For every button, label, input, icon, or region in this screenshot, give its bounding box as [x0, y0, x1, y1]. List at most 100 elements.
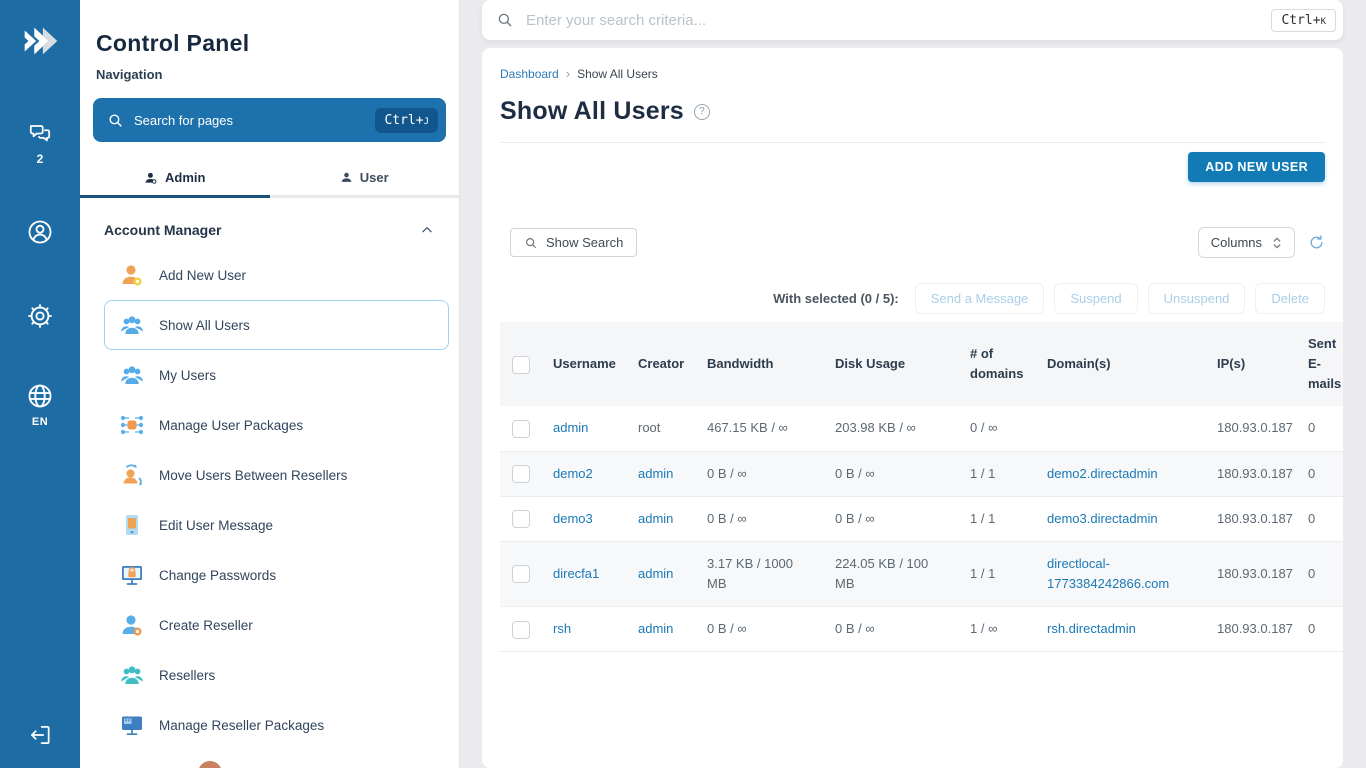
app-logo[interactable]	[17, 12, 63, 70]
columns-select[interactable]: Columns	[1197, 227, 1295, 258]
suspend-button[interactable]: Suspend	[1054, 283, 1138, 314]
domain-link[interactable]: demo2.directadmin	[1047, 465, 1158, 481]
tab-admin[interactable]: Admin	[80, 162, 270, 198]
domain-link[interactable]: demo3.directadmin	[1047, 510, 1158, 526]
section-account-manager[interactable]: Account Manager	[104, 222, 435, 238]
directadmin-logo-icon	[24, 27, 58, 55]
username-link[interactable]: admin	[553, 420, 589, 436]
select-all-checkbox[interactable]	[512, 355, 530, 374]
language-button[interactable]: EN	[26, 382, 54, 428]
nav-item-change-passwords[interactable]: Change Passwords	[104, 550, 449, 600]
next-nav-item-partial-icon	[198, 761, 222, 768]
domain-link[interactable]: directlocal-1773384242866.com	[1047, 555, 1170, 591]
col-domains: Domain(s)	[1035, 322, 1205, 407]
tab-admin-label: Admin	[165, 170, 206, 185]
panel-title: Control Panel	[96, 30, 250, 56]
nav-item-move-users-between-resellers[interactable]: Move Users Between Resellers	[104, 450, 449, 500]
col-disk-usage: Disk Usage	[823, 322, 958, 407]
col-creator: Creator	[626, 322, 695, 407]
disk-usage-cell: 203.98 KB / ∞	[823, 406, 958, 452]
show-search-button[interactable]: Show Search	[510, 228, 638, 257]
disk-usage-cell: 224.05 KB / 100 MB	[823, 541, 958, 608]
num-domains-cell: 1 / 1	[958, 496, 1035, 542]
col-username: Username	[541, 322, 626, 407]
tab-user-label: User	[359, 170, 389, 185]
creator-cell: root	[626, 406, 695, 452]
users-group-icon	[121, 316, 143, 334]
breadcrumb-separator-icon: ›	[565, 66, 571, 81]
panel-subtitle: Navigation	[96, 67, 163, 82]
domain-link[interactable]: rsh.directadmin	[1047, 621, 1136, 637]
nav-item-resellers[interactable]: Resellers	[104, 650, 449, 700]
add-new-user-button[interactable]: ADD NEW USER	[1188, 152, 1325, 182]
nav-item-manage-reseller-packages[interactable]: Manage Reseller Packages	[104, 700, 449, 750]
tab-user[interactable]: User	[269, 162, 459, 198]
messages-button[interactable]: 2	[27, 120, 53, 166]
bandwidth-cell: 0 B / ∞	[695, 496, 823, 542]
nav-item-label: Show All Users	[159, 317, 250, 333]
table-header-row: Username Creator Bandwidth Disk Usage # …	[500, 322, 1343, 407]
sent-emails-cell: 0	[1296, 451, 1343, 497]
bandwidth-cell: 0 B / ∞	[695, 606, 823, 653]
search-icon	[498, 13, 512, 27]
nav-item-label: Manage Reseller Packages	[159, 717, 325, 733]
help-icon[interactable]: ?	[693, 103, 710, 120]
password-lock-icon	[122, 566, 142, 585]
bandwidth-cell: 0 B / ∞	[695, 451, 823, 497]
creator-link[interactable]: admin	[638, 621, 674, 637]
refresh-button[interactable]	[1308, 234, 1325, 251]
col-sent-emails: Sent E-mails	[1296, 322, 1343, 407]
username-link[interactable]: rsh	[553, 621, 572, 637]
nav-item-edit-user-message[interactable]: Edit User Message	[104, 500, 449, 550]
nav-item-label: Manage User Packages	[159, 417, 304, 433]
nav-item-my-users[interactable]: My Users	[104, 350, 449, 400]
row-checkbox[interactable]	[512, 510, 530, 529]
breadcrumb-dashboard-link[interactable]: Dashboard	[500, 66, 559, 81]
users-group-icon	[121, 366, 143, 384]
sidebar-search[interactable]: Ctrl+J	[93, 98, 446, 142]
username-link[interactable]: demo2	[553, 465, 593, 481]
sent-emails-cell: 0	[1296, 606, 1343, 653]
row-checkbox[interactable]	[512, 565, 530, 584]
delete-button[interactable]: Delete	[1255, 283, 1325, 314]
global-search-bar[interactable]: Ctrl+K	[482, 0, 1343, 40]
sent-emails-cell: 0	[1296, 406, 1343, 452]
disk-usage-cell: 0 B / ∞	[823, 606, 958, 653]
nav-item-show-all-users[interactable]: Show All Users	[104, 300, 449, 350]
num-domains-cell: 1 / 1	[958, 451, 1035, 497]
content-card: Dashboard › Show All Users Show All User…	[482, 48, 1343, 768]
unsuspend-button[interactable]: Unsuspend	[1147, 283, 1246, 314]
gear-icon	[28, 304, 52, 328]
global-search-shortcut: Ctrl+K	[1271, 8, 1336, 32]
num-domains-cell: 0 / ∞	[958, 406, 1035, 452]
creator-link[interactable]: admin	[638, 565, 674, 581]
nav-item-label: My Users	[159, 367, 216, 383]
creator-link[interactable]: admin	[638, 465, 674, 481]
nav-item-manage-user-packages[interactable]: Manage User Packages	[104, 400, 449, 450]
creator-link[interactable]: admin	[638, 510, 674, 526]
select-stepper-icon	[1273, 237, 1281, 248]
admin-user-icon	[145, 172, 157, 184]
row-checkbox[interactable]	[512, 419, 530, 438]
col-num-domains: # of domains	[958, 322, 1035, 407]
row-checkbox[interactable]	[512, 465, 530, 484]
section-label: Account Manager	[104, 222, 222, 238]
bandwidth-cell: 3.17 KB / 1000 MB	[695, 541, 823, 608]
send-message-button[interactable]: Send a Message	[914, 283, 1045, 314]
account-button[interactable]	[26, 218, 54, 246]
row-checkbox[interactable]	[512, 620, 530, 639]
page-title: Show All Users	[500, 97, 684, 125]
sidebar-search-input[interactable]	[134, 112, 376, 128]
refresh-icon	[1310, 235, 1323, 249]
search-icon	[526, 237, 536, 248]
nav-item-add-new-user[interactable]: Add New User	[104, 250, 449, 300]
username-link[interactable]: direcfa1	[553, 565, 600, 581]
global-search-input[interactable]	[526, 11, 1272, 29]
num-domains-cell: 1 / 1	[958, 541, 1035, 608]
logout-button[interactable]	[27, 722, 53, 748]
settings-button[interactable]	[26, 302, 54, 330]
username-link[interactable]: demo3	[553, 510, 593, 526]
message-edit-icon	[126, 515, 138, 535]
num-domains-cell: 1 / ∞	[958, 606, 1035, 653]
nav-item-create-reseller[interactable]: Create Reseller	[104, 600, 449, 650]
